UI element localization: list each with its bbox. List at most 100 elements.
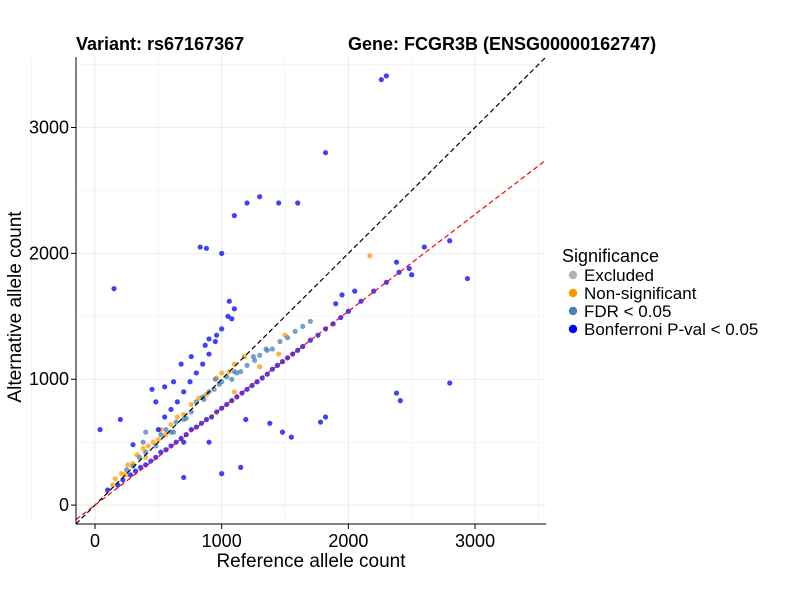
point-bonferroni-p-val-0-05	[397, 398, 403, 404]
point-bonferroni-p-val-0-05	[244, 200, 250, 206]
point-bonferroni-p-val-0-05	[206, 336, 212, 342]
point-bonferroni-p-val-0-05	[257, 194, 263, 200]
point-fdr-0-05	[163, 426, 169, 433]
point-bonferroni-p-val-0-05	[200, 361, 206, 367]
point-non-significant	[140, 445, 146, 452]
point-bonferroni-p-val-0-05	[162, 414, 168, 420]
point-bonferroni-p-val-0-05	[317, 419, 324, 425]
point-bonferroni-p-val-0-05	[153, 454, 159, 460]
point-bonferroni-p-val-0-05	[162, 384, 168, 390]
legend-label: Bonferroni P-val < 0.05	[584, 320, 758, 339]
point-fdr-0-05	[250, 353, 256, 360]
point-bonferroni-p-val-0-05	[229, 316, 235, 322]
point-bonferroni-p-val-0-05	[322, 150, 329, 156]
point-bonferroni-p-val-0-05	[178, 361, 184, 367]
point-bonferroni-p-val-0-05	[393, 390, 400, 396]
point-bonferroni-p-val-0-05	[267, 420, 273, 426]
point-bonferroni-p-val-0-05	[330, 321, 336, 327]
point-fdr-0-05	[284, 335, 291, 341]
y-tick-labels: 0 1000 2000 3000	[29, 117, 76, 515]
point-non-significant	[188, 401, 194, 408]
point-bonferroni-p-val-0-05	[153, 399, 159, 405]
x-tick-label: 3000	[455, 531, 495, 551]
point-bonferroni-p-val-0-05	[339, 292, 345, 298]
y-tick-label: 2000	[29, 243, 69, 263]
point-bonferroni-p-val-0-05	[197, 244, 203, 250]
point-bonferroni-p-val-0-05	[148, 458, 154, 464]
legend-label: FDR < 0.05	[584, 302, 671, 321]
point-bonferroni-p-val-0-05	[333, 301, 339, 307]
point-bonferroni-p-val-0-05	[163, 447, 169, 453]
chart-title-gene: Gene: FCGR3B (ENSG00000162747)	[348, 34, 656, 54]
point-bonferroni-p-val-0-05	[105, 487, 111, 493]
point-fdr-0-05	[234, 370, 240, 376]
y-tick-label: 3000	[29, 117, 69, 137]
point-non-significant	[219, 370, 225, 376]
point-fdr-0-05	[244, 362, 250, 368]
point-bonferroni-p-val-0-05	[231, 213, 237, 219]
point-fdr-0-05	[158, 432, 164, 438]
point-bonferroni-p-val-0-05	[181, 474, 187, 481]
point-bonferroni-p-val-0-05	[276, 200, 282, 206]
point-bonferroni-p-val-0-05	[188, 353, 194, 360]
point-fdr-0-05	[140, 439, 146, 445]
point-bonferroni-p-val-0-05	[219, 471, 225, 477]
point-bonferroni-p-val-0-05	[187, 379, 193, 385]
point-bonferroni-p-val-0-05	[193, 370, 199, 376]
x-tick-label: 0	[90, 531, 100, 551]
legend-key	[568, 288, 578, 298]
point-bonferroni-p-val-0-05	[193, 424, 199, 430]
point-fdr-0-05	[292, 328, 298, 335]
point-bonferroni-p-val-0-05	[226, 298, 232, 304]
point-bonferroni-p-val-0-05	[149, 386, 155, 392]
point-fdr-0-05	[143, 429, 149, 435]
point-bonferroni-p-val-0-05	[243, 416, 249, 423]
point-bonferroni-p-val-0-05	[143, 462, 149, 468]
point-bonferroni-p-val-0-05	[231, 306, 237, 312]
legend-label: Excluded	[584, 266, 654, 285]
point-fdr-0-05	[300, 323, 306, 329]
point-bonferroni-p-val-0-05	[170, 379, 177, 385]
point-bonferroni-p-val-0-05	[181, 389, 187, 395]
point-bonferroni-p-val-0-05	[288, 434, 294, 440]
point-non-significant	[145, 443, 151, 449]
point-non-significant	[155, 437, 161, 443]
point-fdr-0-05	[170, 429, 177, 435]
point-bonferroni-p-val-0-05	[464, 275, 471, 282]
point-fdr-0-05	[183, 415, 189, 421]
identity-line	[75, 56, 547, 525]
point-bonferroni-p-val-0-05	[203, 245, 210, 251]
point-non-significant	[110, 482, 116, 488]
point-fdr-0-05	[212, 376, 218, 382]
point-bonferroni-p-val-0-05	[132, 468, 139, 474]
point-bonferroni-p-val-0-05	[219, 250, 225, 256]
point-bonferroni-p-val-0-05	[249, 382, 255, 389]
point-bonferroni-p-val-0-05	[206, 439, 212, 445]
x-tick-labels: 0 1000 2000 3000	[90, 524, 495, 551]
point-bonferroni-p-val-0-05	[225, 313, 231, 319]
data-points	[97, 73, 471, 493]
legend-key	[568, 306, 578, 316]
legend-title: Significance	[562, 246, 659, 266]
point-bonferroni-p-val-0-05	[406, 265, 412, 272]
point-bonferroni-p-val-0-05	[238, 464, 244, 470]
point-bonferroni-p-val-0-05	[393, 259, 400, 265]
point-non-significant	[257, 364, 263, 370]
point-bonferroni-p-val-0-05	[300, 343, 306, 350]
point-bonferroni-p-val-0-05	[127, 472, 134, 478]
point-fdr-0-05	[257, 352, 263, 358]
point-bonferroni-p-val-0-05	[352, 288, 358, 294]
x-tick-label: 2000	[328, 531, 368, 551]
point-bonferroni-p-val-0-05	[168, 406, 174, 413]
point-bonferroni-p-val-0-05	[206, 351, 212, 357]
fit-line	[75, 159, 547, 521]
point-bonferroni-p-val-0-05	[155, 426, 161, 433]
point-fdr-0-05	[269, 346, 275, 352]
x-tick-label: 1000	[202, 531, 242, 551]
y-tick-label: 1000	[29, 369, 69, 389]
point-non-significant	[125, 462, 131, 468]
point-bonferroni-p-val-0-05	[279, 429, 286, 435]
point-fdr-0-05	[229, 376, 235, 382]
point-non-significant	[367, 253, 373, 259]
point-non-significant	[168, 421, 174, 428]
